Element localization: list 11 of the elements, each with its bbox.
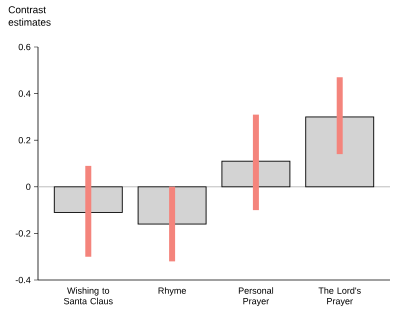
y-tick-label: 0.2: [18, 137, 30, 144]
y-axis-title: Contrast estimates: [8, 6, 51, 26]
x-tick-label: Rhyme: [158, 287, 186, 296]
y-tick-label: 0.4: [18, 90, 31, 97]
y-tick-label: 0: [26, 184, 30, 190]
x-tick-label: The Lord's Prayer: [318, 287, 361, 306]
x-tick-label: Personal Prayer: [238, 287, 274, 306]
y-tick-label: -0.2: [16, 230, 30, 237]
x-tick-label: Wishing to Santa Claus: [64, 287, 113, 304]
y-tick-label: -0.4: [16, 276, 31, 284]
y-tick-label: 0.6: [18, 44, 30, 50]
